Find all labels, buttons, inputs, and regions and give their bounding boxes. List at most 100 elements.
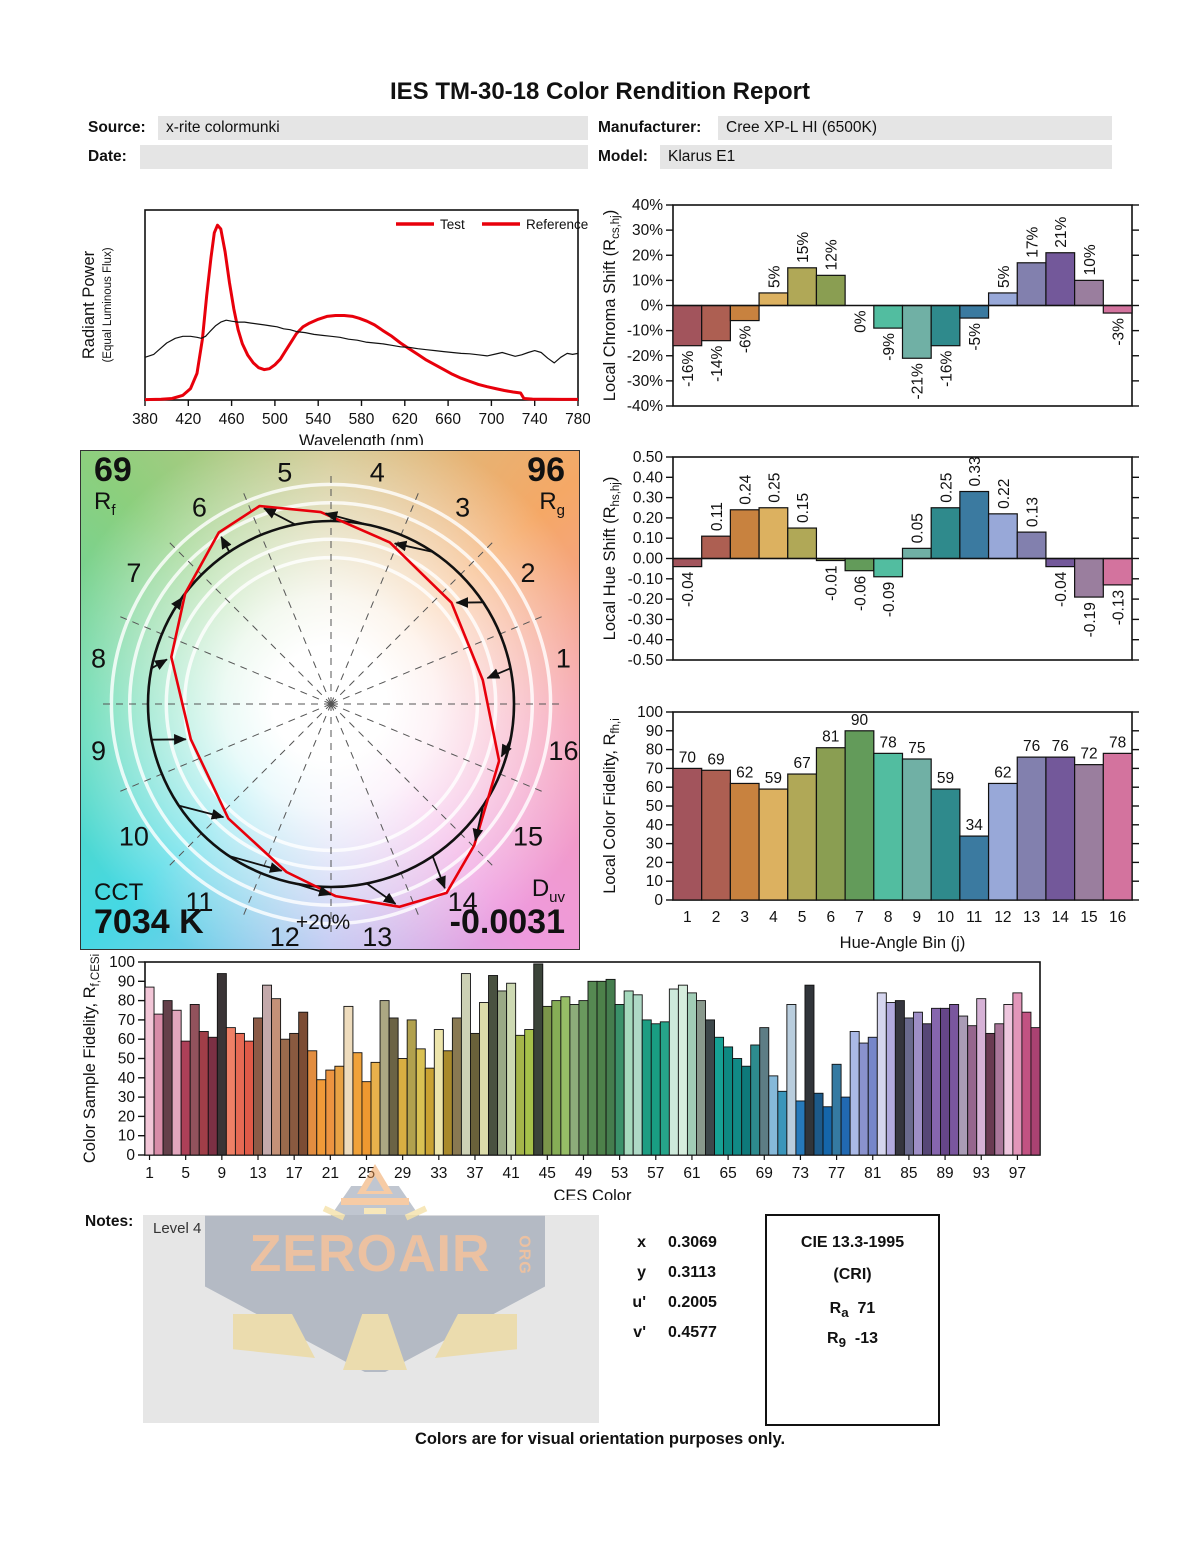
page-title: IES TM-30-18 Color Rendition Report [389,78,811,105]
bar-86 [912,1011,923,1156]
bar-14 [262,984,273,1156]
svg-text:Wavelength (nm): Wavelength (nm) [299,432,424,445]
svg-text:-0.20: -0.20 [628,591,664,608]
bar-14 [1045,252,1076,307]
bar-4 [171,1009,182,1156]
svg-text:Local Color Fidelity, Rfh,i: Local Color Fidelity, Rfh,i [601,718,622,894]
bar-96 [1003,1004,1014,1156]
bar-20 [316,1079,327,1156]
bar-88 [931,1007,942,1156]
bar-84 [894,1000,905,1156]
bar-13 [253,1017,263,1156]
svg-text:100: 100 [109,954,135,971]
local-color-fidelity-chart: 0 10 20 30 40 50 60 70 80 90 100 70 1 69 2 62 3 59 4 67 5 81 6… [598,693,1200,960]
local-chroma-shift-chart: -40% -30% -20% -10% 0% 10% 20% 30% 40% -16% -14% -6… [598,185,1200,448]
svg-text:65: 65 [719,1165,736,1182]
svg-text:10%: 10% [1082,244,1099,275]
svg-text:(Equal Luminous Flux): (Equal Luminous Flux) [102,247,114,362]
svg-text:Local Chroma Shift (Rcs,hj): Local Chroma Shift (Rcs,hj) [601,210,622,401]
bar-16 [1102,557,1133,586]
svg-text:49: 49 [575,1165,592,1182]
svg-text:40: 40 [118,1070,136,1087]
coord-x-value: 0.3069 [668,1234,717,1251]
svg-text:-6%: -6% [738,325,755,353]
cri-r9-row: R9 -13 [827,1330,878,1351]
bar-70 [768,1075,779,1156]
svg-text:93: 93 [973,1165,990,1182]
svg-text:17: 17 [286,1165,303,1182]
svg-text:15: 15 [513,821,543,851]
svg-text:-0.13: -0.13 [1111,590,1128,625]
svg-text:90: 90 [851,712,869,729]
svg-text:540: 540 [305,411,331,428]
bar-7 [844,730,875,901]
coord-y-label: y [637,1264,646,1281]
bar-9 [901,547,932,560]
svg-text:80: 80 [646,742,664,759]
bar-77 [831,1063,842,1156]
bar-90 [949,1004,960,1156]
svg-text:15%: 15% [795,232,812,263]
svg-text:Hue-Angle Bin (j): Hue-Angle Bin (j) [840,934,966,952]
bar-93 [976,998,987,1156]
svg-text:29: 29 [394,1165,411,1182]
svg-text:12%: 12% [824,239,841,270]
svg-text:73: 73 [792,1165,809,1182]
svg-text:3: 3 [455,493,470,523]
svg-text:78: 78 [1109,734,1126,751]
coord-v-value: 0.4577 [668,1324,717,1341]
svg-text:17%: 17% [1024,227,1041,258]
svg-text:69: 69 [707,751,724,768]
svg-text:0.13: 0.13 [1024,497,1041,527]
bar-11 [234,1032,245,1156]
svg-text:6: 6 [826,909,835,926]
bar-28 [388,1017,399,1156]
bar-83 [885,1002,896,1156]
bar-47 [560,996,571,1156]
svg-text:Test: Test [440,217,465,232]
svg-text:700: 700 [478,411,504,428]
coord-u-value: 0.2005 [668,1294,717,1311]
svg-text:59: 59 [937,770,954,787]
bar-3 [729,782,760,901]
svg-text:0.22: 0.22 [996,479,1013,509]
svg-text:0%: 0% [641,298,664,315]
svg-text:-21%: -21% [910,363,927,399]
bar-9 [901,758,932,901]
notes-value: Level 4 [153,1220,202,1237]
model-value: Klarus E1 [660,145,1112,169]
svg-text:-9%: -9% [881,333,898,361]
cri-box: CIE 13.3-1995 (CRI) Ra 71 R9 -13 [765,1214,940,1426]
svg-text:80: 80 [118,993,136,1010]
svg-text:-0.09: -0.09 [881,582,898,617]
svg-text:90: 90 [118,973,136,990]
svg-text:40%: 40% [632,197,663,214]
bar-17 [289,1032,300,1156]
bar-65 [723,1046,734,1156]
bar-53 [614,1004,625,1156]
svg-text:85: 85 [900,1165,917,1182]
rf-value: 69 [94,451,132,489]
bar-15 [1074,557,1104,598]
svg-text:11: 11 [966,909,982,926]
bar-29 [397,1058,408,1156]
bar-1 [672,557,703,568]
svg-text:41: 41 [503,1165,520,1182]
bar-46 [551,1000,562,1156]
watermark-ray [364,1208,386,1214]
bar-95 [994,1023,1005,1156]
bar-73 [795,1100,806,1156]
svg-text:30: 30 [118,1089,136,1106]
svg-text:14: 14 [1052,909,1070,926]
svg-text:12: 12 [270,922,300,950]
source-value: x-rite colormunki [158,116,588,140]
svg-text:380: 380 [132,411,158,428]
svg-text:50: 50 [118,1051,136,1068]
svg-text:-0.30: -0.30 [628,611,664,628]
cri-ra-row: Ra 71 [829,1300,876,1321]
bar-55 [632,994,643,1156]
bar-3 [729,509,760,560]
svg-text:10: 10 [937,909,955,926]
svg-text:16: 16 [548,736,578,766]
svg-text:13: 13 [362,922,392,950]
